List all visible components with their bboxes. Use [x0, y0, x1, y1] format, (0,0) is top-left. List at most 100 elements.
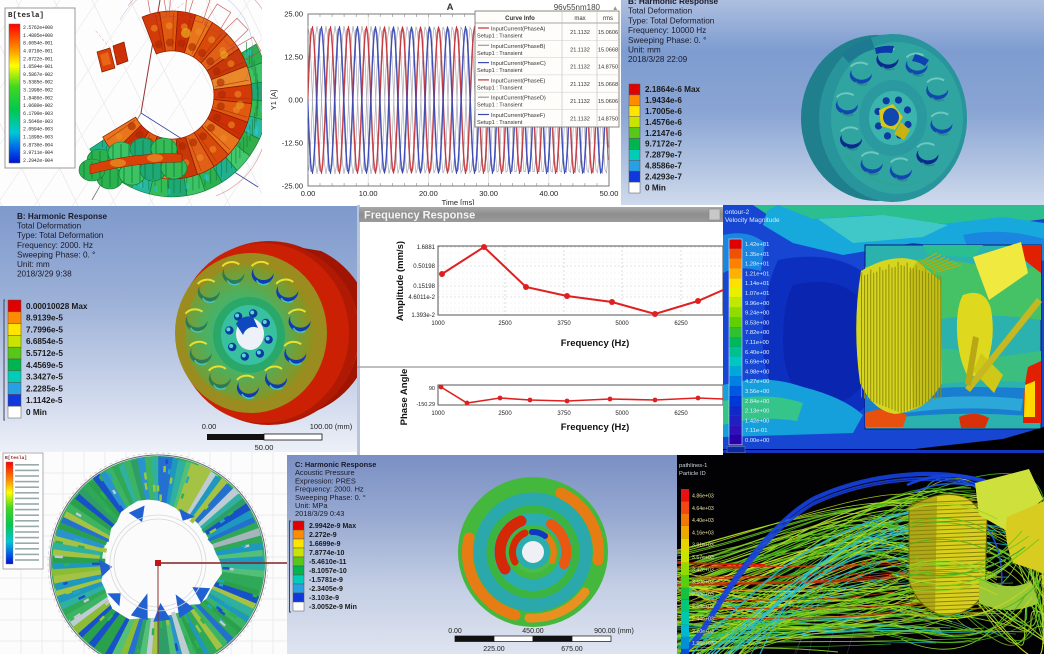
- svg-text:B[tesla]: B[tesla]: [8, 12, 44, 20]
- svg-text:0 Min: 0 Min: [645, 183, 666, 192]
- svg-text:1.6881: 1.6881: [417, 245, 436, 251]
- svg-text:0.00: 0.00: [301, 189, 316, 198]
- svg-text:4.9716e-001: 4.9716e-001: [23, 49, 53, 55]
- svg-text:5.5385e-002: 5.5385e-002: [23, 80, 53, 86]
- svg-text:675.00: 675.00: [561, 646, 583, 653]
- svg-text:Sweeping Phase: 0. °: Sweeping Phase: 0. °: [295, 493, 366, 502]
- svg-text:2500: 2500: [498, 411, 512, 417]
- svg-text:Setup1 : Transient: Setup1 : Transient: [477, 68, 523, 74]
- svg-text:2.69e+03: 2.69e+03: [692, 604, 714, 610]
- svg-text:3.1998e-002: 3.1998e-002: [23, 88, 53, 94]
- svg-text:4.40e+03: 4.40e+03: [692, 518, 714, 524]
- svg-text:1.6699e-9: 1.6699e-9: [309, 541, 341, 548]
- svg-text:6.1700e-003: 6.1700e-003: [23, 111, 53, 117]
- svg-text:5.5712e-5: 5.5712e-5: [26, 349, 63, 358]
- svg-text:Unit: mm: Unit: mm: [628, 46, 661, 55]
- svg-text:Sweeping Phase: 0. °: Sweeping Phase: 0. °: [17, 250, 95, 259]
- svg-text:-8.1057e-10: -8.1057e-10: [309, 568, 347, 575]
- svg-text:9.7172e-7: 9.7172e-7: [645, 140, 682, 149]
- svg-text:2.2942e-004: 2.2942e-004: [23, 158, 53, 164]
- svg-text:1.35e+01: 1.35e+01: [745, 252, 769, 258]
- svg-text:50.00: 50.00: [255, 443, 274, 452]
- svg-text:0.00: 0.00: [202, 422, 217, 431]
- svg-text:2018/3/28 22:09: 2018/3/28 22:09: [628, 55, 688, 64]
- svg-text:21.1132: 21.1132: [570, 117, 590, 123]
- svg-text:Setup1 : Transient: Setup1 : Transient: [477, 51, 523, 57]
- svg-text:1.393e-2: 1.393e-2: [411, 313, 435, 319]
- svg-text:1.4576e-6: 1.4576e-6: [645, 118, 682, 127]
- svg-text:6.6854e-5: 6.6854e-5: [26, 337, 63, 346]
- svg-text:2.4293e-7: 2.4293e-7: [645, 172, 682, 181]
- svg-text:Curve Info: Curve Info: [505, 16, 535, 22]
- svg-text:B: Harmonic Response: B: Harmonic Response: [17, 212, 108, 221]
- svg-text:7.82e+00: 7.82e+00: [745, 330, 769, 336]
- svg-text:96v55nm180: 96v55nm180: [554, 3, 601, 12]
- svg-text:B: Harmonic Response: B: Harmonic Response: [628, 0, 719, 6]
- svg-text:0.50198: 0.50198: [413, 264, 435, 270]
- svg-text:100.00 (mm): 100.00 (mm): [310, 422, 353, 431]
- svg-text:▲: ▲: [612, 5, 618, 12]
- svg-text:2.93e+03: 2.93e+03: [692, 592, 714, 598]
- svg-text:1.42e+00: 1.42e+00: [745, 418, 769, 424]
- svg-text:15.0606: 15.0606: [598, 99, 618, 105]
- svg-text:0.15198: 0.15198: [413, 284, 435, 290]
- svg-text:Unit: mm: Unit: mm: [17, 260, 50, 269]
- svg-text:2500: 2500: [498, 321, 512, 327]
- svg-text:Velocity Magnitude: Velocity Magnitude: [725, 217, 780, 224]
- svg-text:-12.50: -12.50: [282, 139, 303, 148]
- svg-text:4.8586e-7: 4.8586e-7: [645, 162, 682, 171]
- svg-text:4.64e+03: 4.64e+03: [692, 506, 714, 512]
- svg-text:1.6594e-001: 1.6594e-001: [23, 64, 53, 70]
- svg-text:B[tesla]: B[tesla]: [5, 455, 27, 461]
- svg-text:2.13e+00: 2.13e+00: [745, 409, 769, 415]
- svg-text:2.1864e-6 Max: 2.1864e-6 Max: [645, 85, 701, 94]
- svg-text:21.1132: 21.1132: [570, 82, 590, 88]
- svg-text:3750: 3750: [557, 321, 571, 327]
- svg-text:Sweeping Phase: 0. °: Sweeping Phase: 0. °: [628, 36, 706, 45]
- svg-text:1000: 1000: [431, 321, 445, 327]
- svg-text:Frequency: 10000 Hz: Frequency: 10000 Hz: [628, 26, 706, 35]
- svg-text:Frequency (Hz): Frequency (Hz): [561, 338, 630, 349]
- svg-text:Phase Angle: Phase Angle: [399, 369, 410, 426]
- svg-text:2.20e+03: 2.20e+03: [692, 629, 714, 635]
- svg-text:1.1898e-003: 1.1898e-003: [23, 135, 53, 141]
- svg-text:InputCurrent(PhaseB): InputCurrent(PhaseB): [491, 44, 546, 50]
- svg-text:-1.5781e-9: -1.5781e-9: [309, 577, 343, 584]
- svg-text:5000: 5000: [615, 411, 629, 417]
- svg-text:-3.103e-9: -3.103e-9: [309, 595, 339, 602]
- svg-text:12.50: 12.50: [284, 53, 303, 62]
- svg-text:0.00e+00: 0.00e+00: [745, 438, 769, 444]
- svg-text:1.0680e-002: 1.0680e-002: [23, 103, 53, 109]
- svg-text:2.5762e+000: 2.5762e+000: [23, 25, 53, 31]
- svg-text:7.2879e-7: 7.2879e-7: [645, 151, 682, 160]
- svg-text:4.16e+03: 4.16e+03: [692, 530, 714, 536]
- svg-text:Type: Total Deformation: Type: Total Deformation: [628, 16, 715, 25]
- svg-text:3.67e+03: 3.67e+03: [692, 555, 714, 561]
- svg-text:20.00: 20.00: [419, 189, 438, 198]
- svg-text:Amplitude (mm/s): Amplitude (mm/s): [395, 241, 406, 321]
- svg-text:8.9139e-5: 8.9139e-5: [26, 314, 63, 323]
- svg-text:Total Deformation: Total Deformation: [17, 222, 82, 231]
- svg-text:3.3427e-5: 3.3427e-5: [26, 373, 63, 382]
- svg-text:A: A: [447, 2, 454, 13]
- svg-text:Frequency Response: Frequency Response: [364, 210, 475, 222]
- svg-text:15.0668: 15.0668: [598, 47, 618, 53]
- svg-text:7.11e+00: 7.11e+00: [745, 340, 769, 346]
- svg-text:3.42e+03: 3.42e+03: [692, 567, 714, 573]
- svg-text:5.69e+00: 5.69e+00: [745, 360, 769, 366]
- svg-text:InputCurrent(PhaseF): InputCurrent(PhaseF): [491, 113, 545, 119]
- svg-text:1.9434e-6: 1.9434e-6: [645, 96, 682, 105]
- svg-text:900.00 (mm): 900.00 (mm): [594, 628, 634, 635]
- svg-text:8.6054e-001: 8.6054e-001: [23, 41, 53, 47]
- svg-text:C: Harmonic Response: C: Harmonic Response: [295, 460, 376, 469]
- svg-text:21.1132: 21.1132: [570, 65, 590, 71]
- svg-text:Setup1 : Transient: Setup1 : Transient: [477, 103, 523, 109]
- svg-text:14.8750: 14.8750: [598, 65, 618, 71]
- svg-text:0 Min: 0 Min: [26, 408, 47, 417]
- svg-text:InputCurrent(PhaseA): InputCurrent(PhaseA): [491, 27, 546, 33]
- svg-text:2.9942e-9 Max: 2.9942e-9 Max: [309, 523, 356, 530]
- svg-text:2018/3/29 0:43: 2018/3/29 0:43: [295, 509, 344, 518]
- svg-text:Expression: PRES: Expression: PRES: [295, 476, 356, 485]
- svg-text:4.4569e-5: 4.4569e-5: [26, 361, 63, 370]
- svg-text:1.42e+01: 1.42e+01: [745, 242, 769, 248]
